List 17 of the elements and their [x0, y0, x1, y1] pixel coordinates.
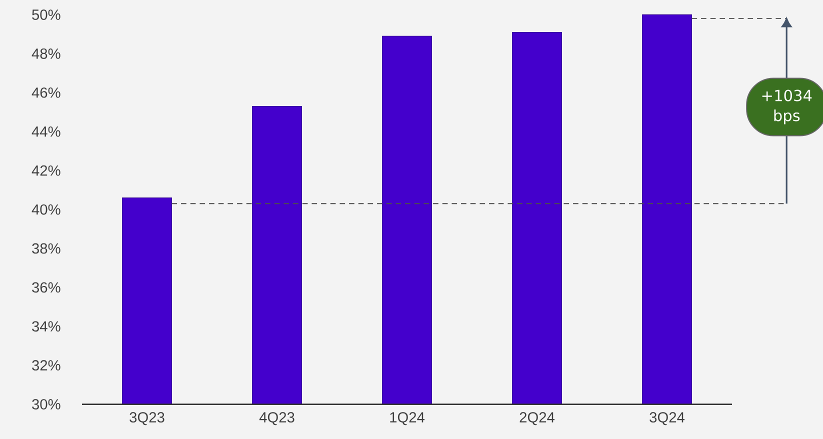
y-tick-label: 30%: [32, 399, 60, 410]
y-tick-label: 46%: [32, 87, 60, 98]
y-tick-label: 36%: [32, 282, 60, 293]
y-tick-label: 50%: [32, 10, 60, 20]
y-tick-label: 38%: [32, 243, 60, 254]
x-tick-label: 1Q24: [390, 412, 425, 426]
x-tick-label: 3Q24: [650, 412, 685, 426]
y-tick-label: 34%: [32, 321, 60, 332]
y-tick-label: 48%: [32, 48, 60, 59]
x-tick-label: 3Q23: [130, 412, 164, 426]
y-tick-label: 44%: [32, 126, 60, 137]
y-tick-label: 42%: [32, 165, 60, 176]
text: +1034 bps: [762, 90, 812, 124]
y-tick-label: 32%: [32, 360, 60, 371]
x-tick-label: 4Q23: [259, 412, 294, 426]
x-tick-label: 2Q24: [520, 412, 555, 426]
y-tick-label: 40%: [32, 204, 60, 215]
